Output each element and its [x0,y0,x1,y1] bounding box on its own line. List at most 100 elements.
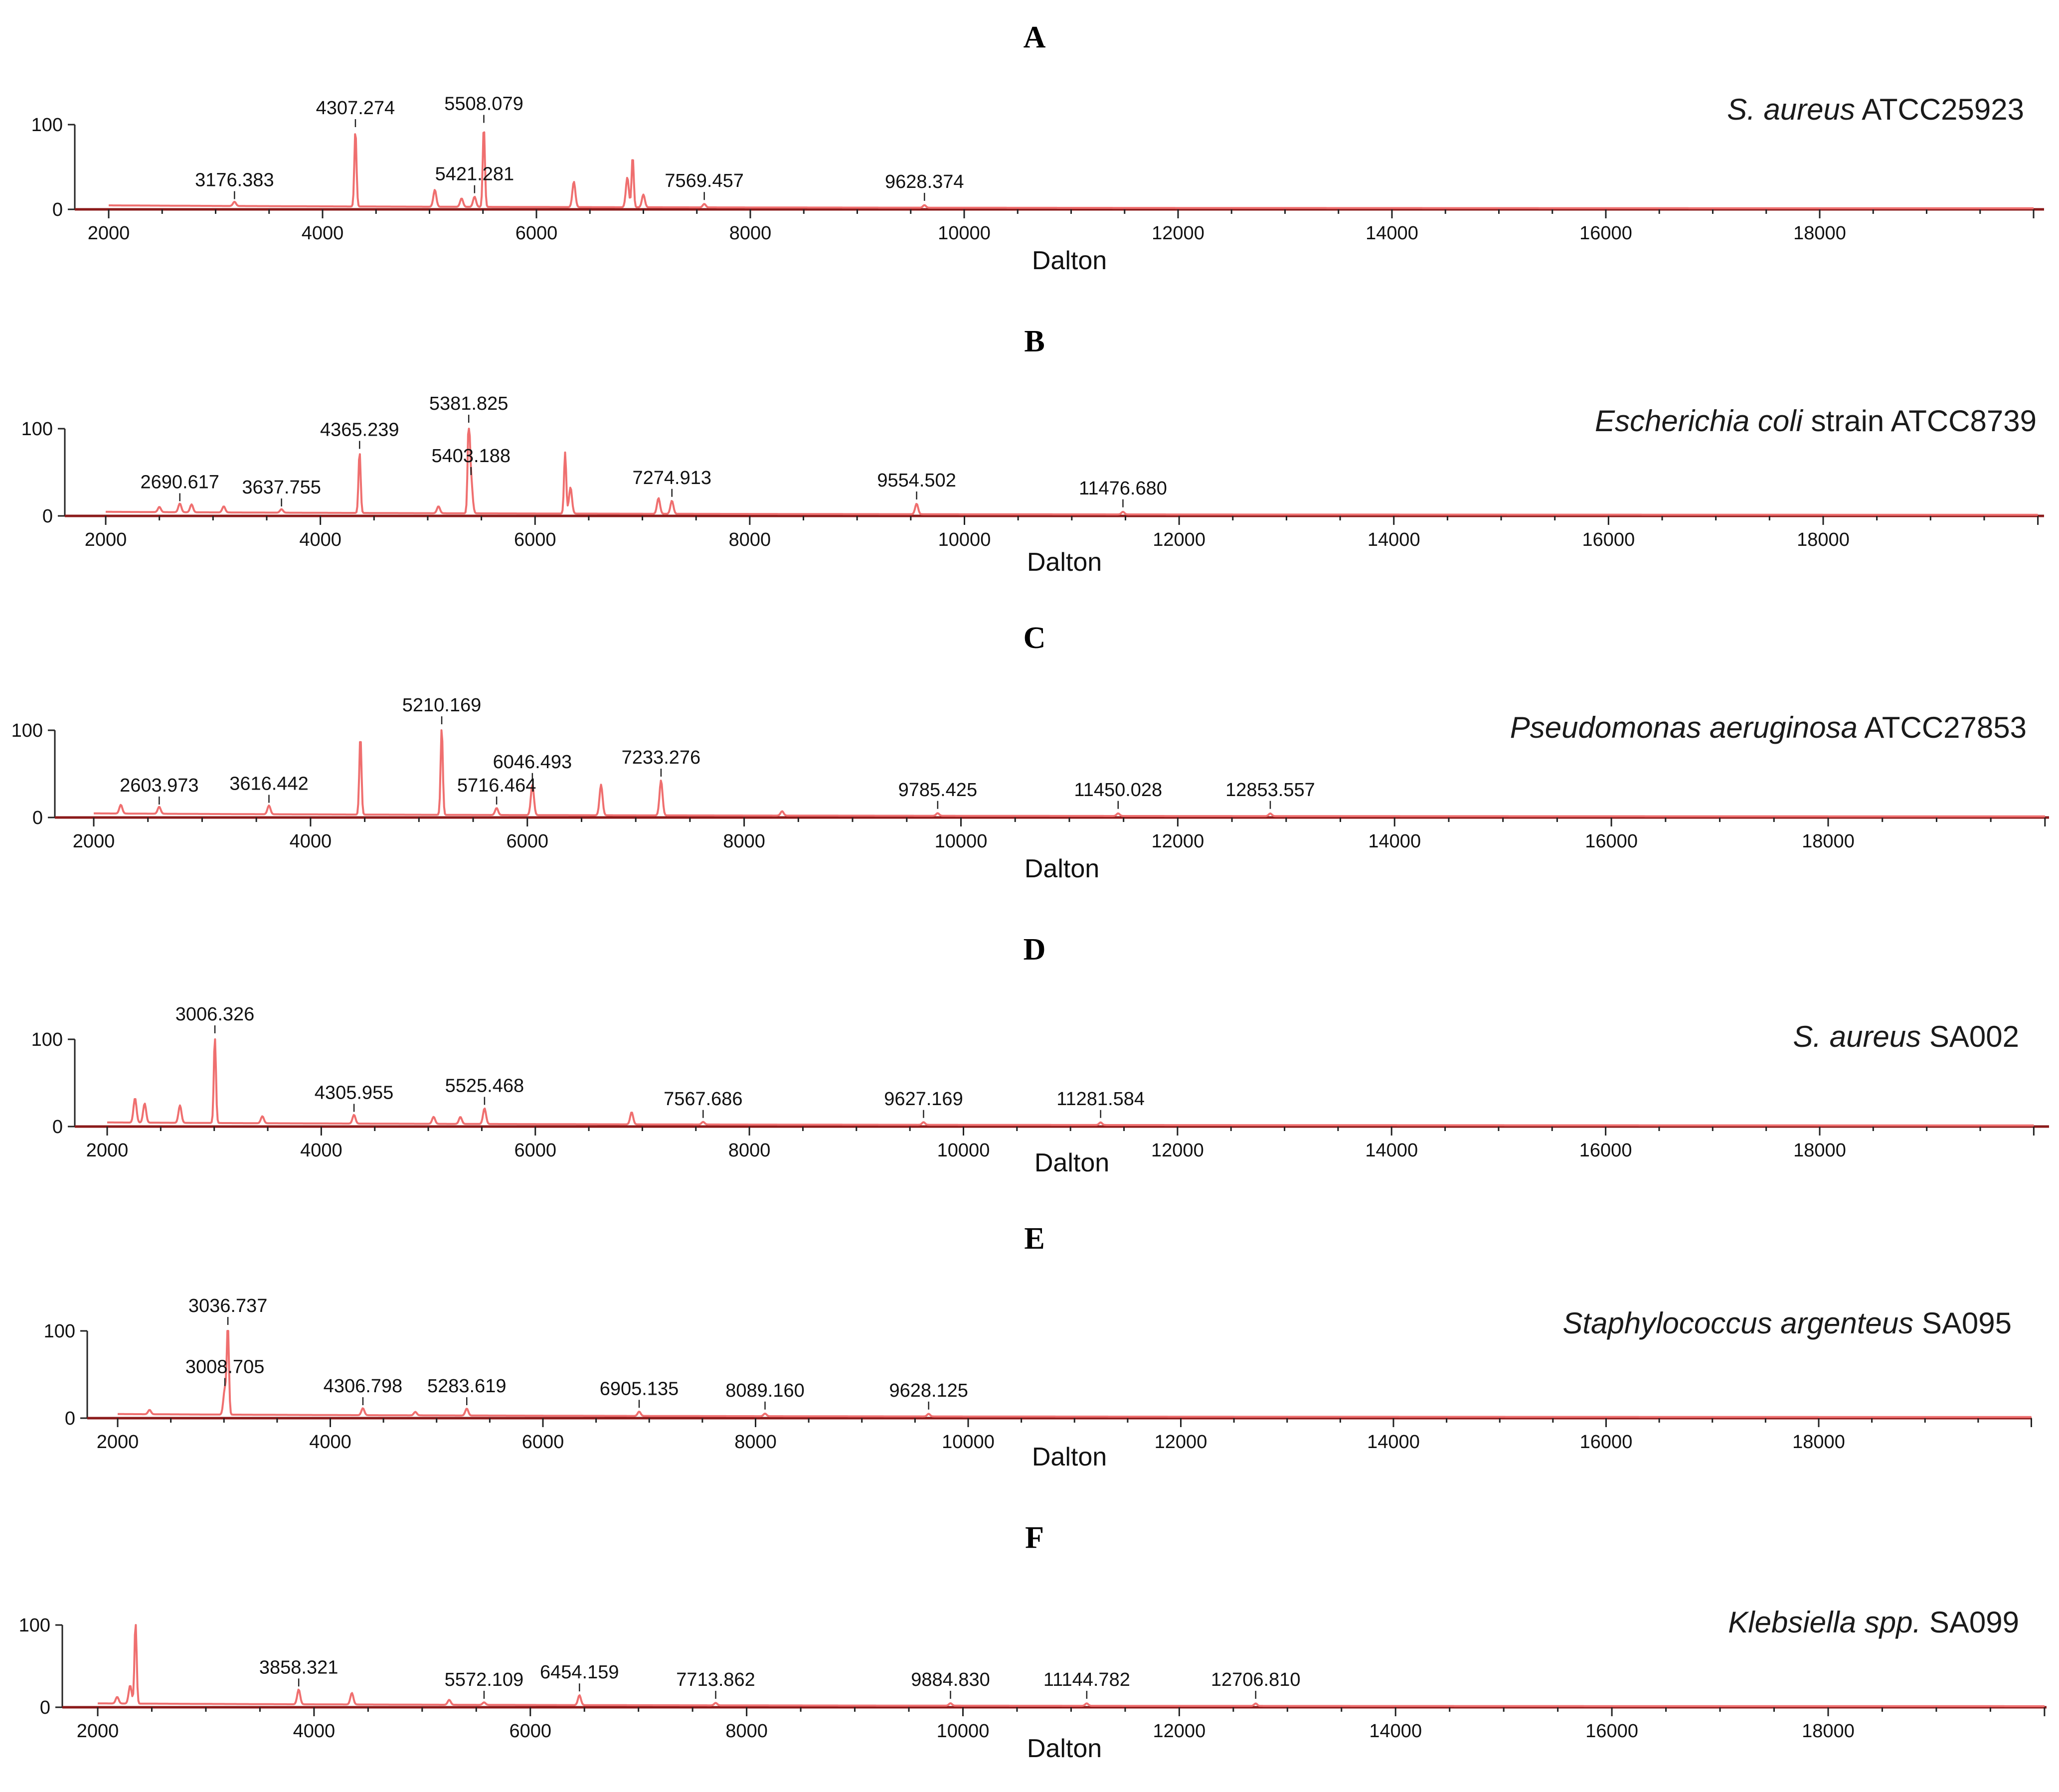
y-tick-label: 100 [19,1615,50,1636]
panel-letter: D [1024,933,1046,967]
peak-label: 5403.188 [431,446,511,467]
peak-label: 5210.169 [402,695,482,716]
peak-label: 5283.619 [427,1376,507,1397]
organism-strain: SA099 [1921,1606,2019,1639]
panel-letter: A [1024,20,1046,54]
x-tick-label: 2000 [97,1432,139,1453]
x-tick-label: 16000 [1585,831,1638,852]
peak-label: 5525.468 [445,1076,524,1097]
x-tick-label: 14000 [1369,1721,1422,1742]
organism-name: Klebsiella spp. SA099 [1728,1606,2019,1639]
spectrum-trace [108,131,2034,209]
x-tick-label: 12000 [1153,529,1205,550]
peak-label: 4365.239 [320,420,399,441]
x-tick-label: 10000 [942,1432,995,1453]
y-tick-label: 0 [52,199,63,220]
x-tick-label: 6000 [509,1721,551,1742]
panel-letter: E [1024,1222,1044,1256]
peak-label: 11281.584 [1056,1089,1145,1110]
peak-label: 9628.374 [885,171,964,192]
x-tick-label: 2000 [86,1140,129,1161]
peak-label: 11144.782 [1043,1669,1130,1690]
x-axis-label: Dalton [1032,246,1107,275]
x-tick-label: 8000 [723,831,765,852]
x-axis-label: Dalton [1025,854,1099,883]
x-tick-label: 18000 [1802,1721,1855,1742]
y-tick-label: 100 [31,1029,63,1050]
organism-strain: strain ATCC8739 [1803,404,2037,438]
x-tick-label: 4000 [299,529,342,550]
y-tick-label: 0 [32,808,43,828]
spectrum-trace [107,1038,2034,1127]
panel-d: D S. aureus SA002 0 100 2000 4000 6000 8000 1000… [31,933,2049,1177]
x-tick-label: 2000 [88,223,130,244]
y-tick-label: 0 [42,506,53,527]
x-tick-label: 16000 [1579,223,1632,244]
x-tick-label: 12000 [1151,1140,1204,1161]
panel-letter: F [1025,1521,1044,1555]
y-tick-label: 0 [65,1408,75,1429]
peak-label: 3637.755 [242,477,321,498]
peak-label: 11450.028 [1074,780,1162,801]
peak-label: 3176.383 [195,170,274,191]
x-tick-label: 4000 [309,1432,351,1453]
organism-italic: Klebsiella spp. [1728,1606,1921,1639]
peak-label: 9627.169 [884,1089,963,1110]
x-tick-label: 4000 [293,1721,336,1742]
peak-label: 3008.705 [185,1357,265,1378]
panel-f: F Klebsiella spp. SA099 0 100 2000 4000 6000 80… [19,1521,2047,1763]
peak-label: 12853.557 [1225,780,1315,801]
x-tick-label: 18000 [1792,1432,1845,1453]
spectrum-trace [93,729,2046,817]
organism-strain: SA002 [1921,1020,2019,1053]
x-tick-label: 12000 [1155,1432,1207,1453]
x-axis-label: Dalton [1027,548,1102,577]
peak-label: 3858.321 [259,1657,339,1678]
peak-label: 5572.109 [445,1669,524,1690]
y-tick-label: 100 [44,1321,75,1342]
peak-label: 4306.798 [324,1376,403,1397]
organism-strain: ATCC25923 [1855,93,2024,126]
peak-label: 3616.442 [229,774,309,795]
organism-italic: S. aureus [1727,93,1855,126]
y-tick-label: 100 [11,720,43,741]
x-tick-label: 14000 [1365,1140,1418,1161]
peak-label: 6905.135 [600,1378,679,1399]
organism-name: Pseudomonas aeruginosa ATCC27853 [1510,711,2027,744]
x-tick-label: 16000 [1582,529,1635,550]
x-tick-label: 12000 [1152,831,1204,852]
x-tick-label: 4000 [290,831,332,852]
peak-label: 8089.160 [725,1380,805,1401]
spectrum-trace [117,1330,2032,1418]
y-tick-label: 0 [40,1697,50,1718]
peak-label: 4307.274 [316,98,395,119]
panel-e: E Staphylococcus argenteus SA095 0 100 2000 4… [44,1222,2032,1471]
organism-name: S. aureus SA002 [1793,1020,2019,1053]
peak-label: 2603.973 [120,775,199,796]
x-tick-label: 14000 [1366,223,1418,244]
peak-label: 7274.913 [633,468,712,489]
x-tick-label: 6000 [506,831,548,852]
x-tick-label: 6000 [514,529,556,550]
organism-italic: Staphylococcus argenteus [1562,1306,1913,1340]
x-tick-label: 2000 [85,529,127,550]
x-tick-label: 4000 [302,223,344,244]
peak-label: 5421.281 [435,164,515,185]
peak-label: 9554.502 [877,470,956,491]
panel-letter: C [1024,621,1046,655]
x-tick-label: 10000 [938,529,991,550]
x-tick-label: 18000 [1793,1140,1846,1161]
peak-label: 2690.617 [140,472,219,493]
x-tick-label: 12000 [1153,1721,1206,1742]
x-tick-label: 16000 [1580,1432,1633,1453]
organism-name: S. aureus ATCC25923 [1727,93,2024,126]
x-tick-label: 8000 [729,223,772,244]
organism-strain: SA095 [1913,1306,2012,1340]
organism-name: Escherichia coli strain ATCC8739 [1595,404,2037,438]
peak-label: 5508.079 [444,94,523,115]
x-tick-label: 18000 [1797,529,1850,550]
y-tick-label: 0 [52,1117,63,1138]
x-tick-label: 10000 [937,1140,990,1161]
peak-label: 6046.493 [493,752,572,773]
